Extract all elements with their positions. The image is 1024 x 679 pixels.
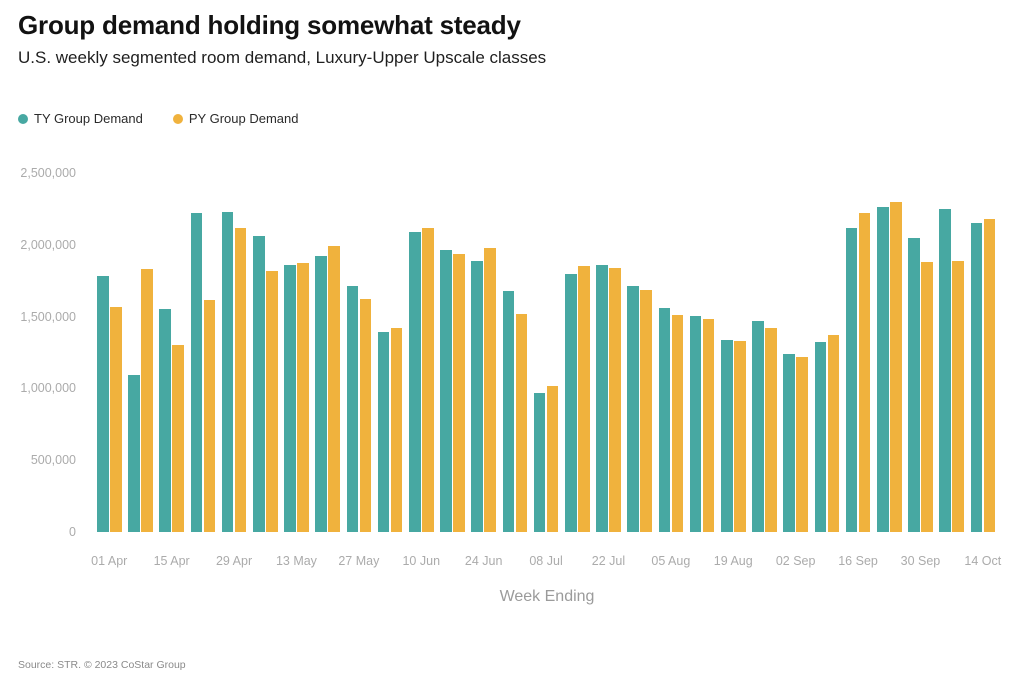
y-tick-label: 1,500,000 bbox=[20, 309, 76, 324]
bar-ty bbox=[440, 249, 452, 532]
bar-py bbox=[702, 319, 715, 532]
x-axis-title: Week Ending bbox=[499, 588, 595, 605]
bar-ty bbox=[877, 207, 889, 532]
x-tick-label: 22 Jul bbox=[591, 554, 626, 568]
bar-py bbox=[640, 290, 652, 532]
bar-ty bbox=[939, 208, 951, 532]
bar-ty bbox=[565, 273, 577, 532]
bar-py bbox=[921, 262, 933, 532]
bar-py bbox=[328, 246, 340, 532]
bar-py bbox=[952, 260, 964, 532]
x-tick-label: 16 Sep bbox=[838, 554, 878, 568]
x-tick-label: 13 May bbox=[275, 554, 317, 568]
y-tick-label: 2,500,000 bbox=[20, 166, 76, 180]
bar-ty bbox=[533, 392, 546, 532]
y-tick-label: 2,000,000 bbox=[20, 237, 76, 252]
bar-ty bbox=[970, 223, 983, 532]
bar-py bbox=[734, 341, 746, 532]
chart-subtitle: U.S. weekly segmented room demand, Luxur… bbox=[18, 48, 547, 67]
bar-ty bbox=[190, 213, 203, 532]
x-tick-label: 14 Oct bbox=[964, 554, 1002, 568]
bar-ty bbox=[627, 286, 639, 532]
bar-ty bbox=[658, 307, 671, 532]
bar-ty bbox=[908, 238, 920, 532]
y-tick-label: 500,000 bbox=[30, 453, 76, 468]
bar-ty bbox=[377, 332, 390, 532]
bar-py bbox=[858, 213, 871, 532]
bar-py bbox=[890, 201, 902, 532]
bar-ty bbox=[502, 290, 515, 532]
x-tick-label: 29 Apr bbox=[215, 554, 253, 568]
bar-py bbox=[827, 335, 840, 532]
bar-py bbox=[453, 254, 465, 532]
bar-py bbox=[765, 328, 777, 532]
plot-area bbox=[97, 173, 997, 532]
bar-ty bbox=[128, 375, 140, 532]
bar-ty bbox=[596, 264, 608, 532]
y-tick-label: 0 bbox=[69, 525, 76, 539]
x-tick-label: 10 Jun bbox=[402, 554, 441, 568]
bar-py bbox=[609, 267, 621, 532]
y-tick-label: 1,000,000 bbox=[20, 381, 76, 396]
bar-py bbox=[390, 328, 403, 532]
legend: TY Group Demand PY Group Demand bbox=[18, 111, 298, 126]
bar-py bbox=[234, 227, 247, 532]
legend-label-ty: TY Group Demand bbox=[34, 111, 143, 126]
legend-label-py: PY Group Demand bbox=[188, 111, 299, 126]
x-tick-label: 05 Aug bbox=[651, 554, 691, 568]
bar-py bbox=[297, 263, 309, 532]
source-note: Source: STR. © 2023 CoStar Group bbox=[18, 659, 186, 671]
bar-py bbox=[671, 315, 684, 532]
x-tick-label: 27 May bbox=[338, 554, 380, 568]
py-series-dot-icon bbox=[172, 113, 183, 124]
bar-py bbox=[515, 313, 528, 532]
bar-ty bbox=[783, 353, 795, 532]
bar-py bbox=[422, 227, 434, 532]
bar-py bbox=[141, 268, 153, 532]
legend-item-ty: TY Group Demand bbox=[18, 111, 143, 126]
bar-py bbox=[484, 247, 496, 532]
bar-py bbox=[359, 298, 372, 532]
ty-series-dot-icon bbox=[18, 113, 28, 124]
x-tick-label: 01 Apr bbox=[91, 554, 128, 568]
bar-ty bbox=[409, 231, 421, 532]
bar-py bbox=[796, 356, 808, 532]
bar-ty bbox=[471, 261, 483, 532]
chart-title: Group demand holding somewhat steady bbox=[18, 10, 521, 40]
bar-ty bbox=[752, 320, 764, 532]
bar-ty bbox=[845, 227, 858, 532]
bar-py bbox=[110, 306, 122, 532]
x-tick-label: 15 Apr bbox=[153, 554, 190, 568]
bar-py bbox=[983, 218, 996, 532]
bar-ty bbox=[814, 342, 827, 532]
bar-py bbox=[578, 266, 590, 532]
bar-py bbox=[546, 386, 559, 532]
bar-py bbox=[266, 270, 278, 532]
x-tick-label: 30 Sep bbox=[900, 554, 941, 568]
bar-py bbox=[172, 344, 184, 532]
bar-ty bbox=[721, 339, 733, 532]
bar-ty bbox=[346, 286, 359, 532]
x-tick-label: 19 Aug bbox=[713, 554, 753, 568]
x-tick-label: 24 Jun bbox=[464, 554, 503, 568]
bar-ty bbox=[315, 256, 327, 532]
x-tick-label: 08 Jul bbox=[529, 554, 563, 568]
bar-ty bbox=[97, 276, 109, 532]
bar-ty bbox=[689, 315, 702, 532]
bar-py bbox=[203, 300, 216, 532]
bar-ty bbox=[159, 308, 171, 532]
x-tick-label: 02 Sep bbox=[775, 554, 816, 568]
legend-item-py: PY Group Demand bbox=[172, 111, 299, 126]
bar-ty bbox=[284, 264, 296, 532]
bar-ty bbox=[221, 211, 234, 532]
bar-ty bbox=[253, 236, 265, 532]
